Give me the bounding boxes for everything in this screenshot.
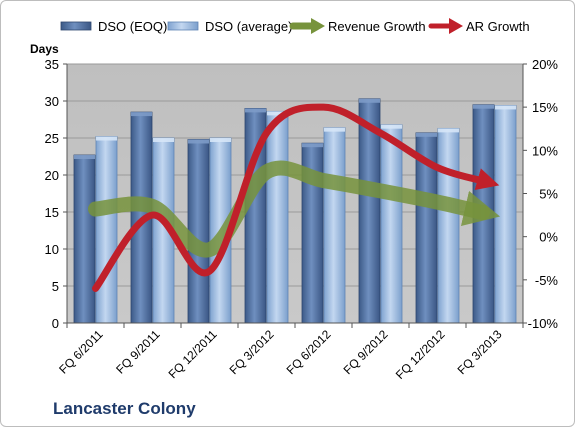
bar-dso-average [494,105,517,324]
category-label: FQ 3/2013 [455,327,505,377]
left-tick-label: 15 [45,205,59,220]
category-label: FQ 6/2011 [56,327,106,377]
left-tick-label: 20 [45,168,59,183]
bar-dso-average [323,127,346,324]
bar-top-highlight [495,105,516,110]
bar-top-highlight [96,136,117,141]
bar-top-highlight [359,98,380,103]
left-tick-label: 0 [52,316,59,331]
category-label: FQ 9/2011 [113,327,163,377]
bar-top-highlight [324,127,345,132]
category-label: FQ 6/2012 [284,327,334,377]
bar-top-highlight [416,132,437,137]
bar-dso-eoq [187,139,210,324]
left-tick-label: 35 [45,57,59,72]
right-tick-label: 0% [539,230,558,245]
bar-dso-eoq [73,154,96,324]
left-tick-label: 25 [45,131,59,146]
legend-label: DSO (average) [205,19,292,34]
bar-top-highlight [210,138,231,142]
category-label: FQ 3/2012 [227,327,277,377]
right-tick-label: -10% [528,316,559,331]
right-tick-label: 5% [539,187,558,202]
left-tick-label: 30 [45,94,59,109]
bar-top-highlight [267,111,288,116]
legend-label: AR Growth [466,19,530,34]
company-caption: Lancaster Colony [53,399,196,418]
legend-swatch-dso-average [167,21,199,31]
bar-dso-average [380,124,403,324]
category-label: FQ 12/2011 [166,327,220,381]
legend-arrow-icon [311,18,325,34]
bar-top-highlight [245,108,266,113]
bar-dso-average [437,127,460,324]
legend-label: Revenue Growth [328,19,426,34]
bar-top-highlight [153,138,174,142]
bar-top-highlight [131,112,152,117]
right-tick-label: -5% [535,273,559,288]
legend-arrow-icon [449,18,463,34]
bar-dso-average [266,110,289,324]
line-ar-growth [92,103,500,292]
category-label: FQ 12/2012 [393,327,448,382]
line-revenue-growth [88,160,501,258]
bar-top-highlight [438,128,459,133]
category-label: FQ 9/2012 [341,327,391,377]
bar-dso-average [95,136,118,324]
bar-top-highlight [188,139,209,144]
legend-label: DSO (EOQ) [98,19,167,34]
bar-top-highlight [381,124,402,129]
legend-swatch-dso-eoq [60,21,92,31]
right-tick-label: 15% [532,100,558,115]
left-tick-label: 5 [52,279,59,294]
right-tick-label: 20% [532,57,558,72]
left-axis-title: Days [30,42,59,56]
bar-top-highlight [302,143,323,148]
right-tick-label: 10% [532,143,558,158]
bar-top-highlight [473,104,494,109]
bar-top-highlight [74,155,95,160]
left-tick-label: 10 [45,242,59,257]
